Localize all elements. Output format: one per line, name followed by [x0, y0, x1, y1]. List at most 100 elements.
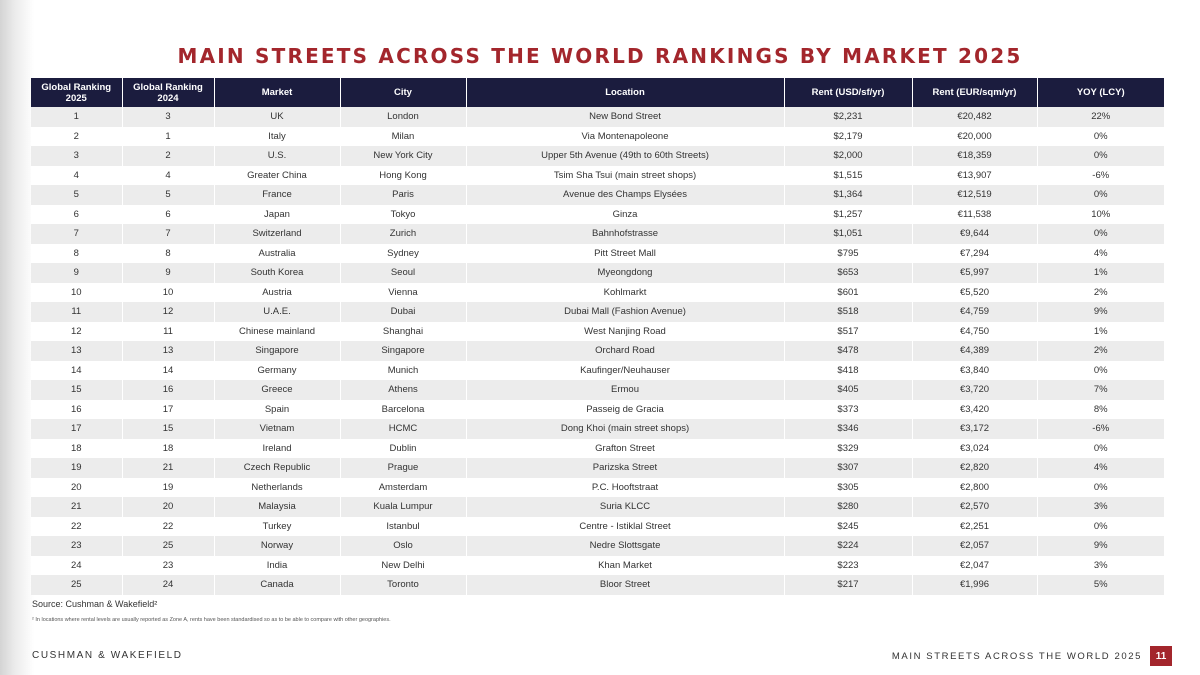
cell-location: Ermou	[466, 380, 785, 400]
cell-location: Centre - Istiklal Street	[466, 516, 785, 536]
cell-rent-usd: $223	[784, 555, 913, 575]
cell-rent-usd: $418	[784, 360, 913, 380]
cell-rent-usd: $517	[784, 321, 913, 341]
cell-ranking-2024: 22	[122, 516, 215, 536]
cell-ranking-2024: 18	[122, 438, 215, 458]
cell-location: Ginza	[466, 204, 785, 224]
cell-ranking-2024: 1	[122, 126, 215, 146]
cell-ranking-2025: 5	[31, 185, 123, 205]
cell-yoy: 0%	[1037, 516, 1164, 536]
cell-yoy: 0%	[1037, 224, 1164, 244]
cell-rent-usd: $1,257	[784, 204, 913, 224]
cell-ranking-2025: 8	[31, 243, 123, 263]
cell-city: Oslo	[340, 536, 467, 556]
cell-rent-eur: €4,759	[912, 302, 1038, 322]
cell-city: Tokyo	[340, 204, 467, 224]
col-header-location: Location	[466, 78, 785, 107]
cell-location: Bahnhofstrasse	[466, 224, 785, 244]
cell-ranking-2025: 21	[31, 497, 123, 517]
cell-yoy: 9%	[1037, 302, 1164, 322]
cell-rent-eur: €13,907	[912, 165, 1038, 185]
cell-ranking-2025: 11	[31, 302, 123, 322]
cell-market: Italy	[214, 126, 341, 146]
cell-city: London	[340, 107, 467, 127]
cell-rent-eur: €3,720	[912, 380, 1038, 400]
cell-rent-usd: $305	[784, 477, 913, 497]
cell-rent-usd: $2,231	[784, 107, 913, 127]
cell-location: Pitt Street Mall	[466, 243, 785, 263]
cell-rent-usd: $1,364	[784, 185, 913, 205]
table-row: 25 24 Canada Toronto Bloor Street $217 €1,996 5…	[31, 575, 1164, 595]
cell-ranking-2024: 21	[122, 458, 215, 478]
cell-rent-eur: €3,024	[912, 438, 1038, 458]
cell-ranking-2024: 15	[122, 419, 215, 439]
cell-ranking-2024: 8	[122, 243, 215, 263]
cell-rent-usd: $405	[784, 380, 913, 400]
cell-ranking-2024: 16	[122, 380, 215, 400]
cell-market: Canada	[214, 575, 341, 595]
cell-ranking-2025: 3	[31, 146, 123, 166]
source-note: Source: Cushman & Wakefield²	[32, 599, 158, 609]
cell-market: UK	[214, 107, 341, 127]
cell-city: Athens	[340, 380, 467, 400]
col-header-rent-eur: Rent (EUR/sqm/yr)	[912, 78, 1038, 107]
table-row: 19 21 Czech Republic Prague Parizska Street $…	[31, 458, 1164, 478]
cell-location: Parizska Street	[466, 458, 785, 478]
cell-location: Grafton Street	[466, 438, 785, 458]
cell-yoy: 9%	[1037, 536, 1164, 556]
cell-ranking-2024: 19	[122, 477, 215, 497]
cell-ranking-2024: 7	[122, 224, 215, 244]
cell-rent-eur: €2,570	[912, 497, 1038, 517]
cell-yoy: 0%	[1037, 146, 1164, 166]
col-header-yoy: YOY (LCY)	[1037, 78, 1164, 107]
cell-rent-eur: €20,482	[912, 107, 1038, 127]
cell-market: Greater China	[214, 165, 341, 185]
cell-rent-eur: €2,800	[912, 477, 1038, 497]
cell-city: Dublin	[340, 438, 467, 458]
cell-ranking-2025: 25	[31, 575, 123, 595]
cell-ranking-2025: 14	[31, 360, 123, 380]
cell-market: Singapore	[214, 341, 341, 361]
cell-ranking-2024: 13	[122, 341, 215, 361]
cell-city: HCMC	[340, 419, 467, 439]
cell-city: Prague	[340, 458, 467, 478]
cell-ranking-2025: 17	[31, 419, 123, 439]
cell-rent-usd: $217	[784, 575, 913, 595]
cell-location: Dong Khoi (main street shops)	[466, 419, 785, 439]
cell-yoy: 0%	[1037, 185, 1164, 205]
cell-rent-usd: $653	[784, 263, 913, 283]
cell-city: New York City	[340, 146, 467, 166]
cell-city: Zurich	[340, 224, 467, 244]
cell-rent-usd: $280	[784, 497, 913, 517]
cell-yoy: 0%	[1037, 477, 1164, 497]
cell-yoy: 4%	[1037, 458, 1164, 478]
cell-market: Australia	[214, 243, 341, 263]
cell-yoy: 0%	[1037, 360, 1164, 380]
cell-location: Avenue des Champs Elysées	[466, 185, 785, 205]
cell-rent-usd: $373	[784, 399, 913, 419]
cell-market: U.A.E.	[214, 302, 341, 322]
cell-location: Upper 5th Avenue (49th to 60th Streets)	[466, 146, 785, 166]
cell-ranking-2024: 2	[122, 146, 215, 166]
col-header-market: Market	[214, 78, 341, 107]
cell-rent-usd: $478	[784, 341, 913, 361]
table-row: 12 11 Chinese mainland Shanghai West Nanjing…	[31, 321, 1164, 341]
cell-rent-eur: €2,057	[912, 536, 1038, 556]
cell-location: P.C. Hooftstraat	[466, 477, 785, 497]
cell-yoy: 10%	[1037, 204, 1164, 224]
cell-rent-usd: $224	[784, 536, 913, 556]
cell-location: Khan Market	[466, 555, 785, 575]
cell-city: Barcelona	[340, 399, 467, 419]
cell-market: Spain	[214, 399, 341, 419]
table-row: 4 4 Greater China Hong Kong Tsim Sha Tsui (m…	[31, 165, 1164, 185]
report-title: MAIN STREETS ACROSS THE WORLD 2025	[891, 651, 1142, 662]
col-header-city: City	[340, 78, 467, 107]
cell-market: Switzerland	[214, 224, 341, 244]
cell-yoy: 0%	[1037, 126, 1164, 146]
cell-yoy: 2%	[1037, 341, 1164, 361]
cell-location: Kaufinger/Neuhauser	[466, 360, 785, 380]
cell-location: West Nanjing Road	[466, 321, 785, 341]
cell-yoy: 2%	[1037, 282, 1164, 302]
cell-ranking-2024: 9	[122, 263, 215, 283]
table-header-row: Global Ranking 2025 Global Ranking 2024 …	[31, 78, 1164, 107]
